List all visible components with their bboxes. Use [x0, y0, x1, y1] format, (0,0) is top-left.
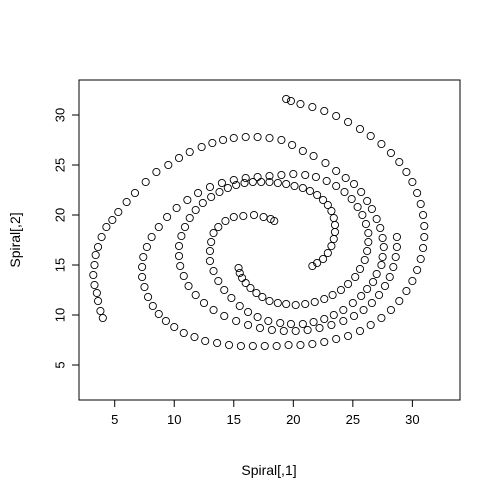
y-tick-label: 10 [52, 308, 67, 322]
x-axis-label: Spiral[,1] [241, 462, 296, 478]
x-tick-label: 20 [286, 412, 300, 427]
y-axis-label: Spiral[,2] [7, 212, 23, 267]
y-tick-label: 20 [52, 208, 67, 222]
y-tick-label: 25 [52, 158, 67, 172]
x-tick-label: 25 [346, 412, 360, 427]
x-tick-label: 5 [111, 412, 118, 427]
y-tick-label: 5 [52, 361, 67, 368]
y-tick-label: 15 [52, 258, 67, 272]
x-tick-label: 10 [167, 412, 181, 427]
y-tick-label: 30 [52, 108, 67, 122]
x-tick-label: 30 [405, 412, 419, 427]
x-tick-label: 15 [227, 412, 241, 427]
